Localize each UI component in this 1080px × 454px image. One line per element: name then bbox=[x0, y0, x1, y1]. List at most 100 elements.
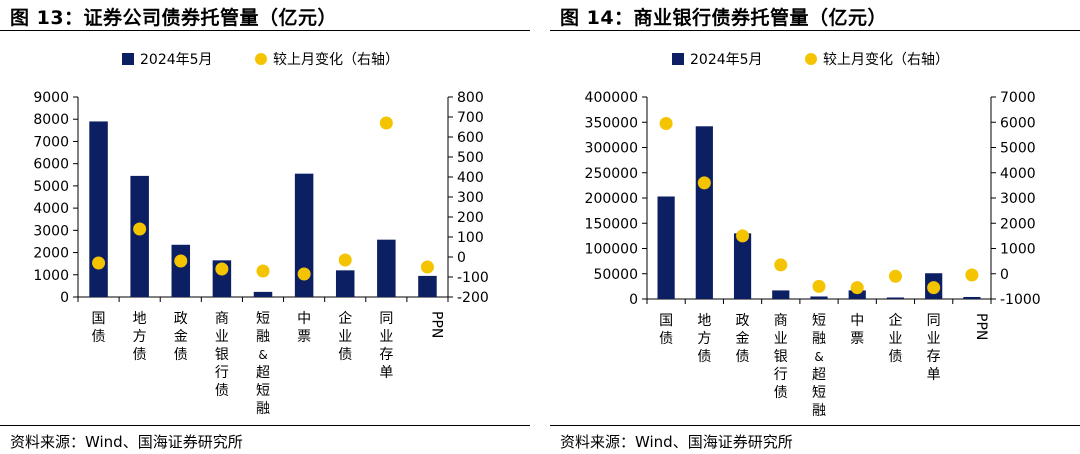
left-axis-tick-label: 200000 bbox=[585, 191, 638, 207]
bar-6 bbox=[294, 173, 314, 297]
right-axis-tick-label: -200 bbox=[457, 290, 489, 306]
left-axis-tick-label: 9000 bbox=[33, 90, 69, 106]
change-point-9 bbox=[965, 268, 979, 282]
x-tick-label: 同业存单 bbox=[379, 311, 393, 381]
chart-panel-banks: 图 14：商业银行债券托管量（亿元） 2024年5月 较上月变化（右轴） 0 5000… bbox=[550, 0, 1080, 454]
left-axis-tick-label: 250000 bbox=[585, 166, 638, 182]
x-tick-label: 地方债 bbox=[133, 311, 147, 363]
x-tick-label: 中票 bbox=[850, 313, 864, 347]
left-axis-tick-label: 350000 bbox=[585, 115, 638, 131]
bar-1 bbox=[89, 121, 108, 297]
legend-bar-swatch bbox=[672, 53, 684, 65]
bar-3 bbox=[733, 233, 752, 299]
legend-label-bars: 2024年5月 bbox=[690, 52, 763, 68]
right-axis-tick-label: 500 bbox=[457, 150, 484, 166]
right-axis-tick-label: 2000 bbox=[1000, 216, 1036, 232]
right-axis-tick-label: 0 bbox=[457, 250, 466, 266]
left-axis-tick-label: 7000 bbox=[33, 134, 69, 150]
title-divider bbox=[0, 30, 530, 31]
x-tick-label: 政金债 bbox=[736, 313, 750, 365]
change-point-6 bbox=[850, 281, 864, 295]
right-axis-tick-label: 7000 bbox=[1000, 90, 1036, 106]
legend-bar-swatch bbox=[122, 53, 134, 65]
bar-5 bbox=[810, 296, 828, 299]
right-axis-tick-label: 100 bbox=[457, 230, 484, 246]
left-axis-tick-label: 100000 bbox=[585, 242, 638, 258]
change-point-8 bbox=[379, 116, 393, 130]
legend-label-dots: 较上月变化（右轴） bbox=[823, 52, 949, 68]
change-point-2 bbox=[133, 222, 147, 236]
change-point-6 bbox=[297, 267, 311, 281]
bar-4 bbox=[772, 290, 790, 299]
change-point-7 bbox=[888, 269, 902, 283]
bar-9 bbox=[418, 275, 437, 297]
bar-5 bbox=[253, 291, 273, 297]
right-axis-tick-label: 6000 bbox=[1000, 115, 1036, 131]
right-axis-tick-label: 0 bbox=[1000, 267, 1009, 283]
change-point-9 bbox=[420, 260, 434, 274]
chart-title: 图 13：证券公司债券托管量（亿元） bbox=[10, 7, 338, 29]
change-point-5 bbox=[256, 264, 270, 278]
title-divider bbox=[550, 30, 1080, 31]
chart-title: 图 14：商业银行债券托管量（亿元） bbox=[560, 7, 888, 29]
legend-dot-swatch bbox=[805, 53, 817, 65]
x-tick-label: 商业银行债 bbox=[215, 311, 229, 399]
right-axis-tick-label: 4000 bbox=[1000, 166, 1036, 182]
commercial-bank-bond-custody-chart: 2024年5月 较上月变化（右轴）050000100000150000200000… bbox=[585, 52, 1041, 419]
bar-7 bbox=[886, 297, 905, 299]
legend-dot-swatch bbox=[255, 53, 267, 65]
change-point-3 bbox=[736, 229, 750, 243]
left-axis-tick-label: 2000 bbox=[33, 246, 69, 262]
right-axis-tick-label: 700 bbox=[457, 110, 484, 126]
change-point-1 bbox=[659, 117, 673, 131]
bar-6 bbox=[848, 290, 866, 299]
bar-2 bbox=[130, 175, 149, 297]
securities-bond-custody-chart: 2024年5月 较上月变化（右轴）010002000300040005000600… bbox=[33, 52, 489, 417]
change-point-3 bbox=[174, 254, 188, 268]
left-axis-tick-label: 6000 bbox=[33, 157, 69, 173]
right-axis-tick-label: -100 bbox=[457, 270, 489, 286]
x-tick-label: 企业债 bbox=[888, 312, 902, 365]
bar-9 bbox=[963, 296, 981, 299]
x-tick-label: 国债 bbox=[659, 313, 673, 347]
x-tick-label: 中票 bbox=[297, 311, 311, 345]
change-point-4 bbox=[774, 258, 788, 272]
x-tick-label: PPN bbox=[973, 313, 989, 340]
chart-panel-securities: 图 13：证券公司债券托管量（亿元） 2024年5月 较上月变化（右轴） 0 1000… bbox=[0, 0, 530, 454]
change-point-1 bbox=[92, 256, 106, 270]
left-axis-tick-label: 1000 bbox=[33, 268, 69, 284]
x-tick-label: 企业债 bbox=[338, 310, 352, 363]
left-axis-tick-label: 0 bbox=[60, 290, 69, 306]
right-axis-tick-label: 3000 bbox=[1000, 191, 1036, 207]
source-note: 资料来源：Wind、国海证券研究所 bbox=[560, 433, 793, 451]
right-axis-tick-label: -1000 bbox=[1000, 292, 1041, 308]
source-divider bbox=[0, 425, 530, 426]
right-axis-tick-label: 600 bbox=[457, 130, 484, 146]
x-tick-label: 地方债 bbox=[697, 313, 711, 365]
right-axis-tick-label: 5000 bbox=[1000, 141, 1036, 157]
source-divider bbox=[550, 425, 1080, 426]
left-axis-tick-label: 0 bbox=[629, 292, 638, 308]
bar-2 bbox=[695, 126, 713, 299]
bar-3 bbox=[171, 244, 191, 297]
right-axis-tick-label: 800 bbox=[457, 90, 484, 106]
left-axis-tick-label: 4000 bbox=[33, 201, 69, 217]
left-axis-tick-label: 5000 bbox=[33, 179, 69, 195]
left-axis-tick-label: 400000 bbox=[585, 90, 638, 106]
bar-1 bbox=[657, 196, 675, 299]
bar-7 bbox=[335, 270, 355, 297]
legend-label-dots: 较上月变化（右轴） bbox=[273, 52, 399, 68]
right-axis-tick-label: 200 bbox=[457, 210, 484, 226]
change-point-5 bbox=[812, 279, 826, 293]
right-axis-tick-label: 1000 bbox=[1000, 242, 1036, 258]
left-axis-tick-label: 150000 bbox=[585, 216, 638, 232]
left-axis-tick-label: 50000 bbox=[593, 267, 638, 283]
right-axis-tick-label: 400 bbox=[457, 170, 484, 186]
left-axis-tick-label: 3000 bbox=[33, 223, 69, 239]
bar-8 bbox=[377, 239, 396, 297]
legend-label-bars: 2024年5月 bbox=[140, 52, 213, 68]
x-tick-label: 短融&超短融 bbox=[812, 313, 826, 419]
left-axis-tick-label: 300000 bbox=[585, 141, 638, 157]
right-axis-tick-label: 300 bbox=[457, 190, 484, 206]
x-tick-label: 商业银行债 bbox=[774, 313, 788, 401]
